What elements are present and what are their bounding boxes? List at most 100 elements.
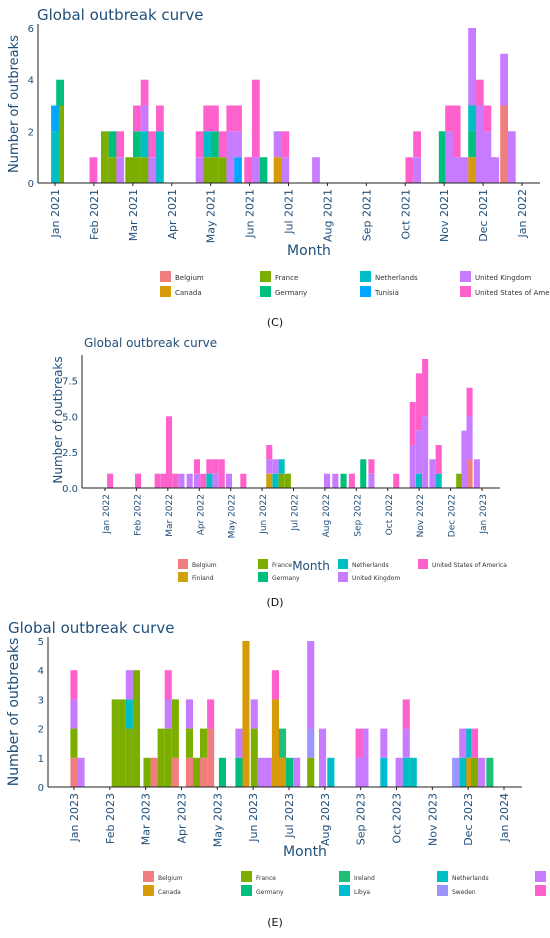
bar-netherlands <box>278 459 285 474</box>
bar-united-kingdom <box>225 473 232 488</box>
x-tick-label: Jun 2023 <box>247 793 260 843</box>
bar-tunisia <box>51 105 59 132</box>
legend-swatch <box>258 572 268 582</box>
bar-united-kingdom <box>429 459 436 488</box>
x-tick-label: Feb 2022 <box>133 494 143 536</box>
bar-united-kingdom <box>273 131 282 158</box>
bar-united-kingdom <box>460 157 469 183</box>
bar-united-kingdom <box>266 459 273 474</box>
x-axis-label: Month <box>292 559 330 573</box>
bar-united-kingdom <box>475 105 484 183</box>
bar-united-states-of-america <box>195 131 204 158</box>
bar-united-states-of-america <box>244 157 253 183</box>
bar-united-kingdom <box>164 699 172 729</box>
legend-label: Canada <box>175 289 202 297</box>
panel-label: (C) <box>267 316 283 329</box>
bar-united-kingdom <box>332 473 339 488</box>
legend-label: Canada <box>158 889 181 896</box>
x-axis-label: Month <box>287 243 331 259</box>
bar-united-states-of-america <box>107 473 114 488</box>
bar-france <box>133 157 141 183</box>
bar-united-states-of-america <box>160 473 167 488</box>
bar-united-kingdom <box>466 416 473 460</box>
legend-label: Libya <box>354 889 370 896</box>
bar-united-states-of-america <box>415 373 422 431</box>
bar-belgium <box>200 757 208 787</box>
bar-germany <box>211 131 219 158</box>
bar-netherlands <box>409 757 417 787</box>
chart-title: Global outbreak curve <box>8 619 174 637</box>
bar-united-states-of-america <box>218 459 225 488</box>
legend-swatch <box>260 286 271 297</box>
bar-united-kingdom <box>473 459 480 488</box>
bar-united-kingdom <box>491 157 499 183</box>
bar-united-kingdom <box>500 53 508 106</box>
x-tick-label: May 2022 <box>228 494 238 538</box>
y-tick-label: 3 <box>38 695 44 706</box>
bar-united-kingdom <box>185 699 193 729</box>
bar-united-kingdom <box>409 445 416 488</box>
bar-united-states-of-america <box>452 105 461 158</box>
bar-united-kingdom <box>250 699 258 729</box>
bar-united-states-of-america <box>445 105 453 132</box>
bar-france <box>218 157 227 183</box>
bar-united-states-of-america <box>156 105 164 132</box>
bar-belgium <box>150 757 158 787</box>
bar-france <box>278 473 285 488</box>
x-tick-label: Feb 2023 <box>104 793 117 844</box>
legend-swatch <box>360 271 371 282</box>
legend-swatch <box>418 559 428 569</box>
bar-united-kingdom <box>413 157 421 183</box>
bar-united-states-of-america <box>193 459 200 474</box>
bar-united-kingdom <box>307 641 315 729</box>
bar-canada <box>279 757 287 787</box>
bar-united-states-of-america <box>70 670 78 700</box>
x-tick-label: Jan 2022 <box>516 189 529 238</box>
legend-swatch <box>143 871 154 882</box>
bar-france <box>307 757 315 787</box>
legend-label: Belgium <box>175 274 204 282</box>
bar-netherlands <box>156 131 164 183</box>
bar-united-kingdom <box>125 670 133 700</box>
bar-france <box>157 728 165 787</box>
legend-swatch <box>178 572 188 582</box>
bar-netherlands <box>51 131 59 183</box>
bar-netherlands <box>463 728 471 758</box>
legend-label: Tunisia <box>374 289 399 297</box>
bar-france <box>211 157 219 183</box>
x-tick-label: Jul 2021 <box>283 189 296 235</box>
legend-swatch <box>338 572 348 582</box>
bar-united-states-of-america <box>212 459 219 474</box>
bar-united-kingdom <box>415 430 422 474</box>
bar-netherlands <box>459 757 467 787</box>
legend-label: France <box>256 875 276 882</box>
bar-netherlands <box>327 757 335 787</box>
x-tick-label: Jan 2021 <box>49 189 62 238</box>
bar-united-kingdom <box>226 131 235 183</box>
x-tick-label: Apr 2021 <box>166 189 179 240</box>
legend-swatch <box>360 286 371 297</box>
bar-united-kingdom <box>148 157 157 183</box>
bar-united-states-of-america <box>135 473 142 488</box>
x-tick-label: Jun 2021 <box>244 189 257 239</box>
bar-libya <box>380 757 388 787</box>
legend-label: Netherlands <box>352 562 389 569</box>
legend-swatch <box>339 885 350 896</box>
x-tick-label: May 2021 <box>205 189 218 243</box>
y-axis-label: Number of outbreaks <box>51 356 65 483</box>
x-tick-label: Feb 2021 <box>88 189 101 240</box>
bar-belgium <box>500 105 508 183</box>
y-tick-label: 6 <box>28 24 34 35</box>
bar-france <box>125 728 133 787</box>
bar-united-kingdom <box>468 28 476 106</box>
y-tick-label: 2 <box>28 127 34 138</box>
x-tick-label: Jan 2022 <box>102 494 112 535</box>
bar-canada <box>273 157 282 183</box>
legend-swatch <box>535 871 546 882</box>
legend-label: Germany <box>256 889 284 896</box>
x-tick-label: Jul 2023 <box>283 793 296 839</box>
bar-netherlands <box>140 131 149 158</box>
bar-france <box>164 728 172 787</box>
bar-united-states-of-america <box>133 105 141 132</box>
bar-united-states-of-america <box>483 105 492 132</box>
